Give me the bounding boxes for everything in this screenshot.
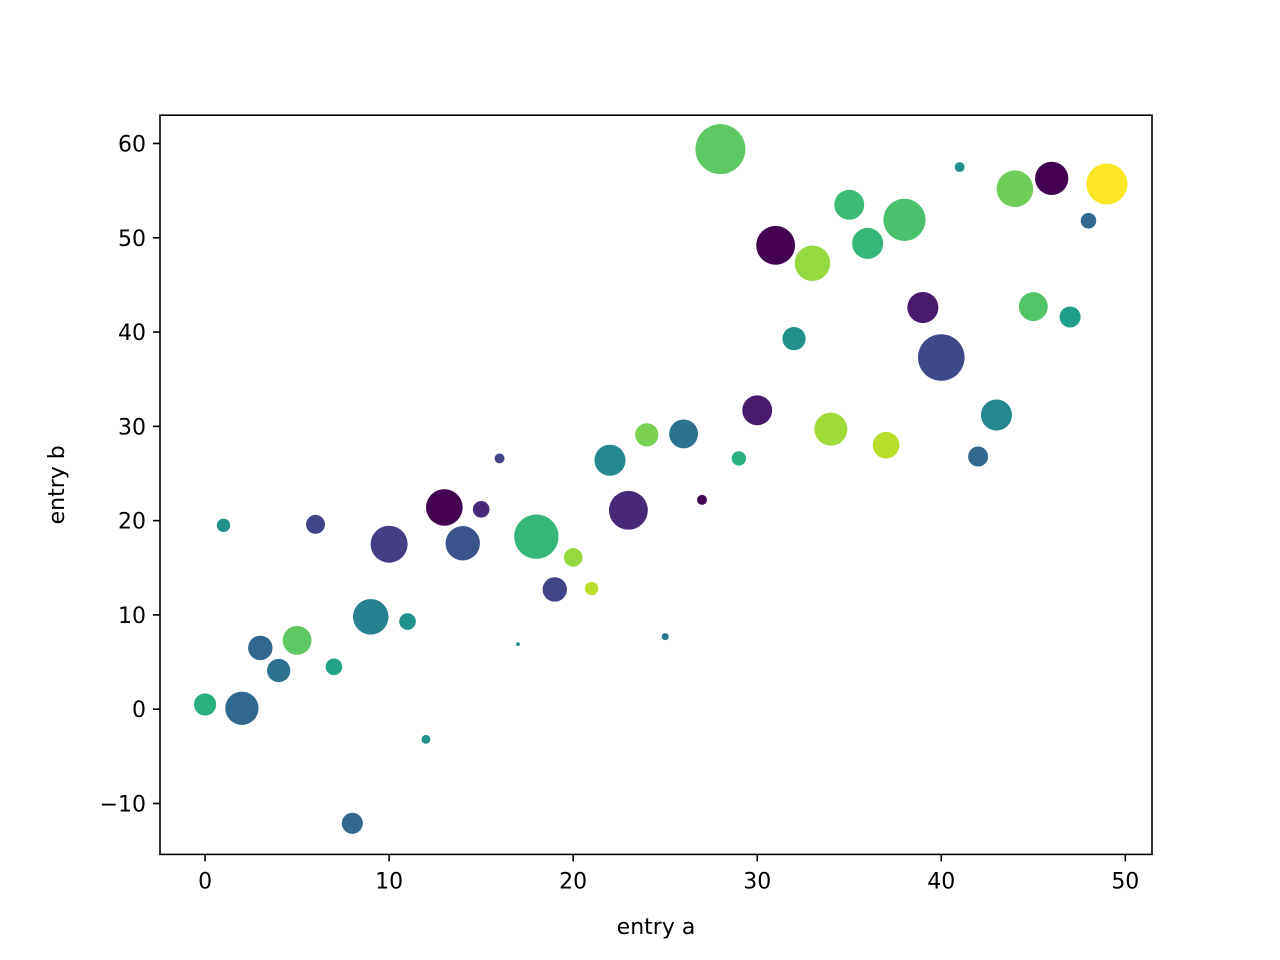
- scatter-point: [968, 446, 989, 467]
- points-layer: [193, 124, 1128, 834]
- y-axis: −10 0 10 20 30 40 50 60: [100, 132, 160, 817]
- scatter-point: [669, 419, 699, 449]
- x-axis: 0 10 20 30 40 50: [198, 854, 1139, 894]
- x-tick-label: 0: [198, 869, 212, 894]
- scatter-point: [883, 198, 926, 241]
- scatter-point: [426, 489, 463, 526]
- scatter-point: [421, 734, 431, 744]
- x-tick-label: 20: [559, 869, 587, 894]
- scatter-point: [731, 451, 747, 466]
- scatter-point: [516, 642, 520, 647]
- scatter-point: [1059, 306, 1081, 328]
- scatter-point: [341, 812, 363, 834]
- y-axis-title: entry b: [45, 445, 70, 524]
- scatter-point: [814, 412, 848, 446]
- scatter-point: [542, 577, 567, 602]
- scatter-point: [635, 423, 659, 447]
- scatter-point: [514, 514, 559, 559]
- scatter-point: [225, 691, 259, 725]
- scatter-point: [248, 635, 273, 661]
- scatter-point: [834, 189, 865, 220]
- scatter-point: [594, 444, 626, 476]
- scatter-point: [1018, 292, 1048, 322]
- scatter-point: [399, 613, 416, 630]
- scatter-point: [306, 514, 325, 534]
- x-axis-title: entry a: [617, 915, 696, 940]
- scatter-point: [794, 245, 831, 281]
- scatter-point: [584, 581, 599, 596]
- scatter-point: [445, 526, 480, 561]
- scatter-point: [996, 170, 1034, 208]
- scatter-point: [352, 599, 389, 635]
- x-tick-label: 50: [1111, 869, 1139, 894]
- scatter-point: [954, 162, 965, 173]
- scatter-point: [661, 633, 669, 641]
- y-tick-label: 40: [118, 321, 146, 346]
- scatter-point: [1086, 163, 1128, 205]
- scatter-point: [695, 124, 746, 175]
- scatter-point: [917, 334, 965, 381]
- scatter-point: [1035, 161, 1069, 196]
- scatter-point: [193, 693, 217, 716]
- y-tick-label: 50: [118, 227, 146, 252]
- scatter-point: [872, 431, 900, 459]
- y-tick-label: 30: [118, 415, 146, 440]
- scatter-point: [216, 518, 231, 533]
- scatter-point: [494, 453, 505, 464]
- scatter-point: [782, 327, 806, 351]
- scatter-point: [907, 292, 939, 324]
- y-tick-label: 60: [118, 132, 146, 157]
- y-tick-label: 10: [118, 604, 146, 629]
- y-tick-label: −10: [100, 792, 146, 817]
- scatter-point: [1080, 213, 1097, 229]
- scatter-point: [608, 490, 648, 530]
- scatter-point: [325, 658, 343, 676]
- x-tick-label: 30: [743, 869, 771, 894]
- scatter-point: [563, 548, 583, 567]
- y-tick-label: 20: [118, 510, 146, 535]
- scatter-point: [267, 658, 291, 683]
- scatter-point: [697, 494, 707, 505]
- scatter-point: [472, 501, 490, 518]
- x-tick-label: 10: [375, 869, 403, 894]
- scatter-point: [980, 399, 1013, 431]
- y-tick-label: 0: [132, 698, 146, 723]
- x-tick-label: 40: [927, 869, 955, 894]
- scatter-point: [742, 395, 773, 426]
- plot-frame: [159, 114, 1153, 856]
- scatter-point: [370, 525, 408, 563]
- scatter-point: [282, 625, 312, 655]
- scatter-point: [852, 227, 884, 259]
- scatter-point: [756, 225, 796, 265]
